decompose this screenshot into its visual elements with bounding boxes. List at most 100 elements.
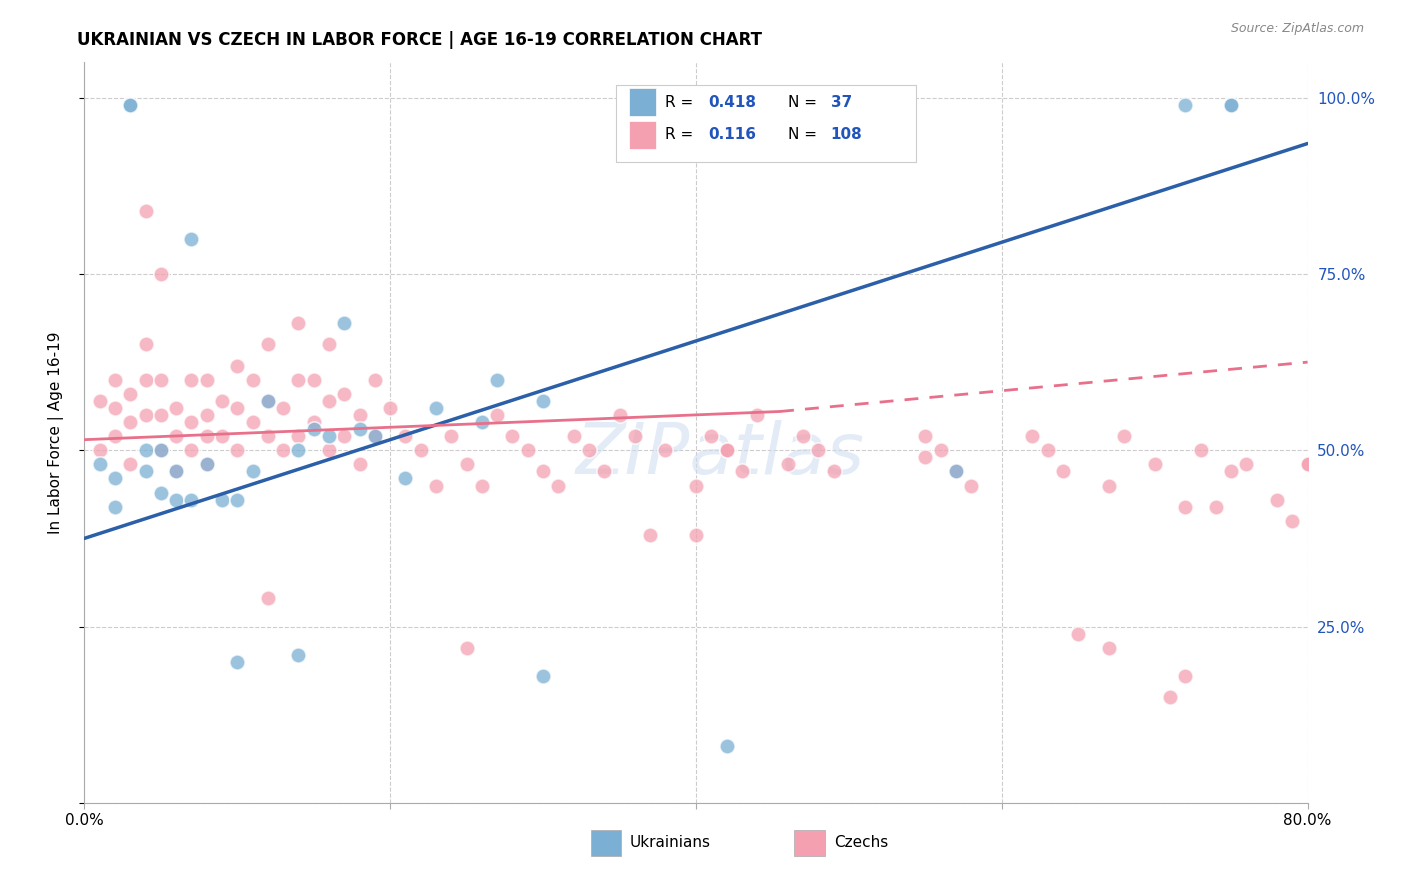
Point [1189,443,1212,458]
Y-axis label: In Labor Force | Age 16-19: In Labor Force | Age 16-19 [48,331,63,534]
Point [1220,97,1243,112]
Point [149,373,172,387]
Point [654,443,676,458]
Point [1052,464,1074,478]
Point [287,373,309,387]
Point [302,373,325,387]
Point [624,429,647,443]
Point [302,422,325,436]
Point [180,492,202,507]
Text: Ukrainians: Ukrainians [630,836,711,850]
Point [180,415,202,429]
Point [135,337,157,351]
Text: 0.116: 0.116 [709,128,756,143]
Point [165,464,187,478]
Point [149,267,172,281]
Point [716,739,738,754]
Point [516,443,538,458]
Point [120,415,142,429]
Point [364,429,387,443]
Point [807,443,830,458]
Point [149,408,172,422]
Text: 37: 37 [831,95,852,110]
Point [226,359,249,373]
Point [486,373,509,387]
Point [945,464,967,478]
Text: Czechs: Czechs [834,836,889,850]
Point [226,443,249,458]
Point [287,443,309,458]
Point [318,337,340,351]
Point [120,387,142,401]
Point [149,443,172,458]
Point [120,458,142,472]
Point [302,415,325,429]
Point [425,401,447,415]
Point [104,401,127,415]
Point [226,655,249,669]
Point [700,429,723,443]
Point [776,458,799,472]
Point [1174,669,1197,683]
Point [104,373,127,387]
Point [562,429,585,443]
Point [180,443,202,458]
Point [257,393,280,408]
Point [333,387,356,401]
Point [135,408,157,422]
Point [364,429,387,443]
Point [89,443,111,458]
Point [349,408,371,422]
Point [471,415,494,429]
Point [89,393,111,408]
Point [486,408,509,422]
Point [135,203,157,218]
Point [257,429,280,443]
Point [364,373,387,387]
Point [1159,690,1181,704]
Point [349,458,371,472]
Point [531,669,554,683]
Point [104,500,127,514]
Point [578,443,600,458]
Text: UKRAINIAN VS CZECH IN LABOR FORCE | AGE 16-19 CORRELATION CHART: UKRAINIAN VS CZECH IN LABOR FORCE | AGE … [77,31,762,49]
Point [89,458,111,472]
FancyBboxPatch shape [616,85,917,162]
Point [685,528,707,542]
Point [120,97,142,112]
Point [1021,429,1043,443]
Point [1174,500,1197,514]
Point [165,429,187,443]
Point [409,443,432,458]
Point [242,415,264,429]
Text: N =: N = [787,95,821,110]
Point [195,373,218,387]
Bar [628,88,655,117]
Point [242,373,264,387]
Point [287,648,309,662]
Point [914,450,936,465]
Point [271,401,294,415]
Point [456,458,478,472]
Point [1067,626,1090,640]
Point [380,401,402,415]
Point [960,478,983,492]
Point [425,478,447,492]
Point [593,464,616,478]
Point [685,478,707,492]
Point [945,464,967,478]
Point [1098,640,1121,655]
Point [165,464,187,478]
Point [1296,458,1319,472]
Text: ZIPatlas: ZIPatlas [576,420,865,490]
Point [180,373,202,387]
Point [226,492,249,507]
Point [929,443,952,458]
Point [609,408,631,422]
Point [165,401,187,415]
Point [120,97,142,112]
Point [456,640,478,655]
Point [104,471,127,485]
Point [1220,464,1243,478]
Point [287,429,309,443]
